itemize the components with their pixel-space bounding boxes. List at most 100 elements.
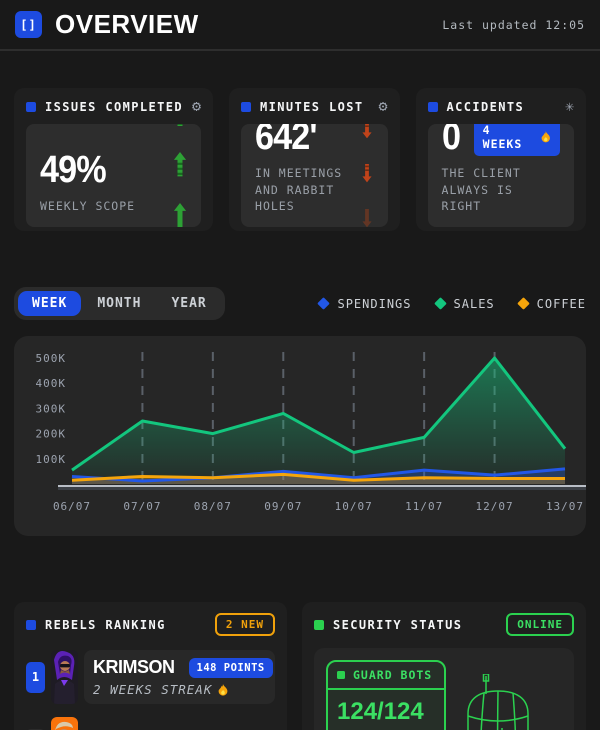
app-header: [] OVERVIEW Last updated 12:05 bbox=[0, 0, 600, 51]
svg-text:08/07: 08/07 bbox=[194, 500, 232, 513]
streak-text: 2 WEEKS STREAK bbox=[93, 682, 266, 697]
card-header: MINUTES LOST ⚙ bbox=[241, 97, 388, 115]
stat-value: 642' bbox=[255, 124, 317, 158]
fire-icon bbox=[542, 131, 551, 143]
svg-text:10/07: 10/07 bbox=[335, 500, 373, 513]
blue-square-icon bbox=[241, 101, 252, 112]
list-item[interactable]: 2 MATI @MATI 129 POINTS bbox=[26, 717, 275, 730]
card-issues-completed: ISSUES COMPLETED ⚙ 49% WEEKLY SCOPE bbox=[14, 88, 214, 231]
guard-bots-header: GUARD BOTS bbox=[328, 662, 444, 690]
stat-cards-row: ISSUES COMPLETED ⚙ 49% WEEKLY SCOPE MINU… bbox=[14, 88, 586, 231]
svg-text:11/07: 11/07 bbox=[405, 500, 443, 513]
streak-label: 2 WEEKS STREAK bbox=[93, 682, 213, 697]
card-header: SECURITY STATUS ONLINE bbox=[314, 613, 574, 636]
card-header: REBELS RANKING 2 NEW bbox=[26, 613, 275, 636]
tab-week[interactable]: WEEK bbox=[18, 291, 82, 316]
svg-text:07/07: 07/07 bbox=[123, 500, 161, 513]
trend-up-arrows bbox=[171, 124, 189, 227]
legend-item-sales[interactable]: SALES bbox=[433, 296, 495, 311]
card-header: ACCIDENTS ✳ bbox=[427, 97, 574, 115]
tab-month[interactable]: MONTH bbox=[97, 296, 142, 311]
streak-weeks-badge: 4 WEEKS bbox=[473, 124, 560, 156]
stat-label: WEEKLY SCOPE bbox=[40, 199, 136, 214]
arrow-down-icon bbox=[361, 124, 372, 139]
legend-diamond-0 bbox=[317, 297, 331, 310]
rank-badge: 1 bbox=[26, 661, 45, 693]
svg-text:13/07: 13/07 bbox=[546, 500, 584, 513]
stat-panel: 49% WEEKLY SCOPE bbox=[26, 124, 202, 227]
online-status-badge: ONLINE bbox=[506, 613, 574, 636]
guard-bots-count: 124/124 bbox=[337, 698, 424, 725]
legend-label: SALES bbox=[453, 296, 495, 311]
svg-text:400K: 400K bbox=[36, 377, 67, 390]
card-accidents: ACCIDENTS ✳ 0 4 WEEKS THE CLIENT ALWAYS … bbox=[415, 88, 586, 231]
arrow-down-icon bbox=[361, 208, 372, 227]
chart-controls-row: WEEK MONTH YEAR SPENDINGS SALES COFFEE bbox=[14, 287, 586, 320]
arrow-up-icon bbox=[177, 124, 183, 127]
card-title: SECURITY STATUS bbox=[333, 617, 463, 632]
last-updated-text: Last updated 12:05 bbox=[442, 17, 585, 32]
chart-legend: SPENDINGS SALES COFFEE bbox=[317, 296, 586, 311]
tab-year[interactable]: YEAR bbox=[171, 296, 207, 311]
svg-text:09/07: 09/07 bbox=[264, 500, 302, 513]
avatar bbox=[51, 650, 78, 704]
green-square-icon bbox=[314, 619, 324, 630]
arrow-down-icon bbox=[361, 164, 372, 183]
card-rebels-ranking: REBELS RANKING 2 NEW 1 KRIMSON @KRIMSON … bbox=[14, 602, 287, 730]
guard-bots-title: GUARD BOTS bbox=[353, 668, 433, 682]
card-title: ACCIDENTS bbox=[446, 99, 525, 114]
svg-text:06/07: 06/07 bbox=[53, 500, 91, 513]
gear-icon[interactable]: ⚙ bbox=[192, 97, 202, 115]
stat-value: 49% bbox=[40, 149, 107, 192]
fire-icon bbox=[218, 683, 228, 696]
avatar bbox=[51, 717, 78, 730]
arrow-up-icon bbox=[173, 152, 187, 177]
gear-burst-icon[interactable]: ✳ bbox=[564, 97, 574, 115]
time-range-tabs: WEEK MONTH YEAR bbox=[14, 287, 225, 320]
green-square-icon bbox=[337, 671, 345, 679]
player-row-content: MATI @MATI 129 POINTS bbox=[84, 727, 275, 730]
stat-value: 0 bbox=[441, 124, 461, 158]
points-badge: 148 POINTS bbox=[188, 657, 273, 678]
guard-bots-body: 124/124 [RUNNING...] bbox=[328, 690, 444, 730]
guard-bots-column: GUARD BOTS 124/124 [RUNNING...] bbox=[326, 660, 446, 730]
stat-label: THE CLIENT ALWAYS IS RIGHT bbox=[441, 165, 521, 214]
svg-text:300K: 300K bbox=[36, 402, 67, 415]
security-panel: GUARD BOTS 124/124 [RUNNING...] bbox=[314, 648, 574, 730]
card-header: ISSUES COMPLETED ⚙ bbox=[26, 99, 201, 114]
stat-panel: 0 4 WEEKS THE CLIENT ALWAYS IS RIGHT bbox=[427, 124, 574, 227]
stat-panel: 642' IN MEETINGS AND RABBIT HOLES bbox=[241, 124, 388, 227]
logo-glyph: [] bbox=[20, 17, 37, 32]
legend-item-coffee[interactable]: COFFEE bbox=[516, 296, 586, 311]
blue-square-icon bbox=[26, 619, 36, 630]
bottom-cards-row: REBELS RANKING 2 NEW 1 KRIMSON @KRIMSON … bbox=[14, 602, 586, 730]
ranking-list: 1 KRIMSON @KRIMSON 148 POINTS 2 WEEKS ST… bbox=[26, 650, 275, 730]
blue-square-icon bbox=[427, 101, 438, 112]
stat-label: IN MEETINGS AND RABBIT HOLES bbox=[255, 165, 343, 214]
card-title: MINUTES LOST bbox=[260, 99, 364, 114]
new-count-badge: 2 NEW bbox=[214, 613, 275, 636]
player-row-content: KRIMSON @KRIMSON 148 POINTS 2 WEEKS STRE… bbox=[84, 650, 275, 704]
card-minutes-lost: MINUTES LOST ⚙ 642' IN MEETINGS AND RABB… bbox=[229, 88, 400, 231]
trend-down-arrows bbox=[358, 124, 376, 227]
gear-icon[interactable]: ⚙ bbox=[378, 97, 388, 115]
legend-diamond-2 bbox=[516, 297, 530, 310]
legend-item-spendings[interactable]: SPENDINGS bbox=[317, 296, 412, 311]
legend-diamond-1 bbox=[433, 297, 447, 310]
area-chart[interactable]: .axis{font:11px "DejaVu Sans Mono",monos… bbox=[14, 336, 586, 536]
list-item[interactable]: 1 KRIMSON @KRIMSON 148 POINTS 2 WEEKS ST… bbox=[26, 650, 275, 704]
streak-weeks-label: 4 WEEKS bbox=[482, 124, 523, 151]
main-content: ISSUES COMPLETED ⚙ 49% WEEKLY SCOPE MINU… bbox=[0, 88, 600, 730]
guard-bots-box: GUARD BOTS 124/124 [RUNNING...] bbox=[326, 660, 446, 730]
svg-text:200K: 200K bbox=[36, 428, 67, 441]
arrow-up-icon bbox=[173, 202, 187, 227]
legend-label: COFFEE bbox=[536, 296, 586, 311]
rank-badge: 2 bbox=[26, 728, 45, 730]
card-title: ISSUES COMPLETED bbox=[45, 99, 183, 114]
legend-label: SPENDINGS bbox=[337, 296, 412, 311]
blue-square-icon bbox=[26, 101, 36, 112]
card-title: REBELS RANKING bbox=[45, 617, 166, 632]
robot-wireframe-icon bbox=[467, 674, 529, 730]
player-name: KRIMSON bbox=[93, 657, 175, 677]
svg-text:12/07: 12/07 bbox=[476, 500, 514, 513]
